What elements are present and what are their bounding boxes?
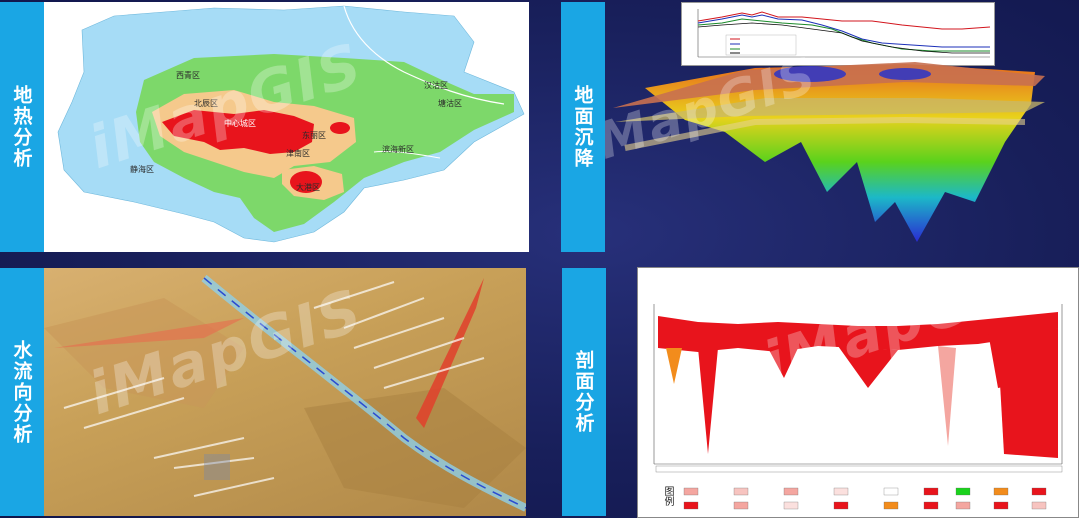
district-label: 津南区	[286, 149, 310, 158]
water-flow-terrain	[44, 274, 526, 512]
subsidence-3d-surface	[613, 62, 1045, 242]
water-flow-3d-panel[interactable]: iMapGIS	[44, 268, 526, 516]
tab-section[interactable]: 剖面分析	[562, 268, 606, 516]
tab-section-label: 剖面分析	[572, 350, 595, 434]
section-profile-chart	[653, 304, 1063, 510]
district-label: 汉沽区	[424, 81, 448, 90]
tab-subsidence-label: 地面沉降	[571, 85, 594, 169]
section-legend-title: 图例	[662, 486, 673, 506]
subsidence-line-plot	[697, 9, 991, 58]
district-label: 中心城区	[224, 119, 256, 128]
subsidence-time-series-chart	[681, 2, 995, 66]
section-profile-panel[interactable]: 图例 iMapGIS	[637, 267, 1079, 518]
geothermal-map-panel[interactable]: 西青区 北辰区 中心城区 东丽区 津南区 滨海新区 静海区 大港区 汉沽区 塘沽…	[44, 2, 529, 252]
district-label: 静海区	[130, 165, 154, 174]
district-label: 东丽区	[302, 131, 326, 140]
district-label: 滨海新区	[382, 145, 414, 154]
subsidence-3d-panel[interactable]: iMapGIS	[605, 2, 1079, 252]
tab-geothermal-label: 地热分析	[10, 85, 33, 169]
district-label: 大港区	[296, 183, 320, 192]
tab-water-flow-label: 水流向分析	[10, 339, 33, 445]
district-label: 塘沽区	[438, 99, 462, 108]
tab-geothermal[interactable]: 地热分析	[0, 2, 44, 252]
tab-subsidence[interactable]: 地面沉降	[561, 2, 605, 252]
geothermal-heat-map	[57, 5, 525, 243]
tab-water-flow[interactable]: 水流向分析	[0, 268, 44, 516]
district-label: 西青区	[176, 71, 200, 80]
district-label: 北辰区	[194, 99, 218, 108]
